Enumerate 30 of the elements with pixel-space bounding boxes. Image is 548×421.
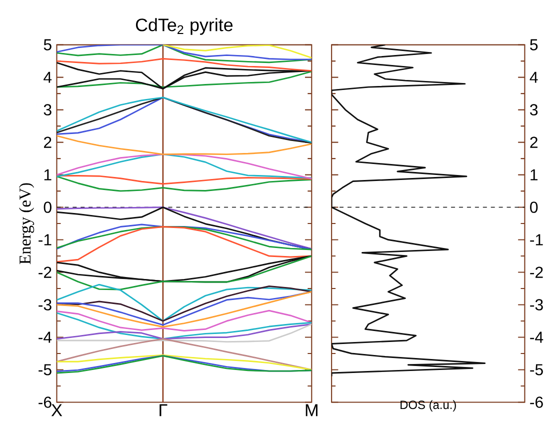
y-axis-title: Energy (eV) [19, 183, 34, 264]
y-tick-label: -3 [530, 299, 543, 311]
y-tick-label: -6 [38, 396, 52, 408]
chart-title: CdTe$_{2}$ pyrite [136, 18, 233, 36]
y-tick-label: 1 [44, 170, 52, 180]
y-tick-label: -2 [530, 266, 543, 278]
y-tick-label: 0 [530, 202, 538, 214]
x-tick-label: X [51, 404, 62, 416]
y-tick-label: 5 [530, 39, 538, 51]
y-tick-label: -1 [38, 234, 52, 246]
y-tick-label: 4 [44, 72, 52, 83]
y-tick-label: -6 [530, 396, 543, 408]
y-tick-label: -4 [530, 332, 544, 343]
y-tick-label: 3 [530, 104, 538, 116]
y-tick-label: 2 [44, 136, 52, 148]
x-tick-label: M [306, 404, 318, 416]
y-tick-label: 0 [44, 202, 52, 214]
y-tick-label: 1 [530, 170, 538, 180]
y-tick-label: -1 [530, 234, 543, 246]
x-tick-label: Γ [160, 404, 168, 416]
y-tick-label: -3 [38, 299, 52, 311]
y-tick-label: -5 [38, 364, 52, 376]
y-tick-label: 3 [44, 104, 52, 116]
y-tick-label: -5 [530, 364, 543, 376]
y-tick-label: -4 [38, 332, 52, 343]
y-tick-label: -2 [38, 266, 52, 278]
x-axis-title: DOS (a.u.) [400, 400, 456, 412]
y-tick-label: 2 [530, 136, 538, 148]
y-tick-label: 4 [530, 72, 538, 83]
y-tick-label: 5 [44, 39, 52, 51]
